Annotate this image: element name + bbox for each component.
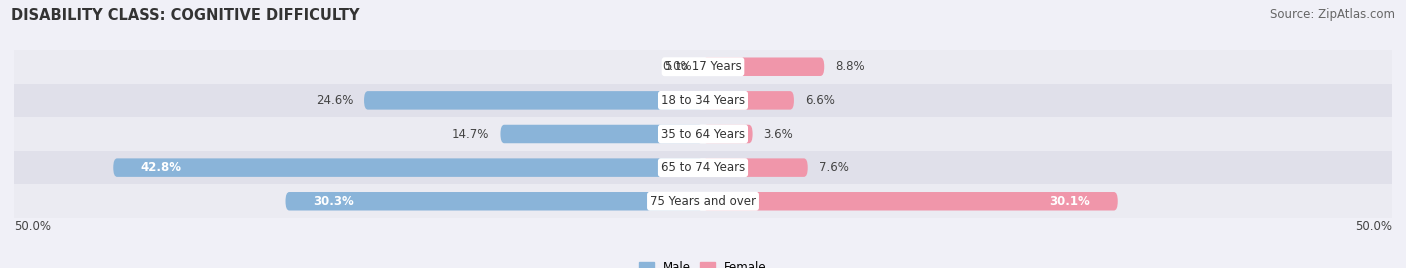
- Text: 14.7%: 14.7%: [453, 128, 489, 140]
- FancyBboxPatch shape: [501, 125, 703, 143]
- Text: 30.1%: 30.1%: [1049, 195, 1090, 208]
- Bar: [14, 184, 1392, 218]
- Text: 50.0%: 50.0%: [1355, 220, 1392, 233]
- Bar: [14, 84, 1392, 117]
- Text: DISABILITY CLASS: COGNITIVE DIFFICULTY: DISABILITY CLASS: COGNITIVE DIFFICULTY: [11, 8, 360, 23]
- Bar: [14, 50, 1392, 84]
- Text: 3.6%: 3.6%: [763, 128, 793, 140]
- FancyBboxPatch shape: [703, 91, 794, 110]
- Text: 75 Years and over: 75 Years and over: [650, 195, 756, 208]
- Bar: [14, 117, 1392, 151]
- FancyBboxPatch shape: [703, 125, 752, 143]
- FancyBboxPatch shape: [703, 158, 807, 177]
- Text: 42.8%: 42.8%: [141, 161, 181, 174]
- Text: 18 to 34 Years: 18 to 34 Years: [661, 94, 745, 107]
- Text: 5 to 17 Years: 5 to 17 Years: [665, 60, 741, 73]
- Text: 24.6%: 24.6%: [315, 94, 353, 107]
- Text: 8.8%: 8.8%: [835, 60, 865, 73]
- Text: 50.0%: 50.0%: [14, 220, 51, 233]
- Text: 30.3%: 30.3%: [314, 195, 354, 208]
- FancyBboxPatch shape: [114, 158, 703, 177]
- Text: 7.6%: 7.6%: [818, 161, 849, 174]
- Legend: Male, Female: Male, Female: [634, 256, 772, 268]
- FancyBboxPatch shape: [285, 192, 703, 210]
- FancyBboxPatch shape: [703, 58, 824, 76]
- Text: Source: ZipAtlas.com: Source: ZipAtlas.com: [1270, 8, 1395, 21]
- Text: 0.0%: 0.0%: [662, 60, 692, 73]
- FancyBboxPatch shape: [703, 192, 1118, 210]
- Text: 6.6%: 6.6%: [806, 94, 835, 107]
- FancyBboxPatch shape: [364, 91, 703, 110]
- Bar: [14, 151, 1392, 184]
- Text: 35 to 64 Years: 35 to 64 Years: [661, 128, 745, 140]
- Text: 65 to 74 Years: 65 to 74 Years: [661, 161, 745, 174]
